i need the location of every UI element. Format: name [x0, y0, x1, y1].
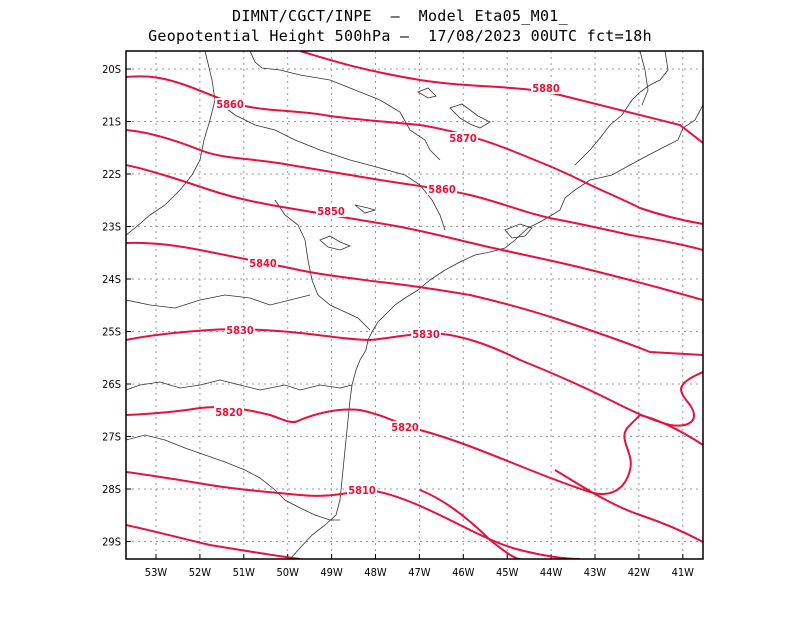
lat-label: 21S: [102, 116, 121, 129]
lon-label: 41W: [672, 566, 695, 579]
contour-label-bg: [448, 132, 478, 144]
lon-label: 53W: [145, 566, 168, 579]
coastline-borders: [126, 51, 703, 559]
contour-label: 5820: [391, 421, 419, 434]
state-border: [126, 294, 311, 309]
contour-5840: [126, 241, 703, 356]
reservoir: [319, 235, 352, 251]
contour-label: 5830: [226, 324, 254, 337]
lon-label: 43W: [584, 566, 607, 579]
lat-label: 23S: [102, 221, 121, 234]
lon-label: 50W: [277, 566, 300, 579]
contour-label-bg: [248, 257, 278, 269]
state-border: [126, 434, 340, 521]
state-border: [249, 51, 441, 161]
lat-label: 26S: [102, 378, 121, 391]
state-border: [214, 99, 446, 231]
contour-label: 5820: [215, 406, 243, 419]
lon-label: 48W: [364, 566, 387, 579]
contour-5810b: [554, 469, 703, 543]
state-border: [126, 379, 353, 391]
contour-labels: 5880 5870 5860 5860 5850 5840 5830 5830 5820 5820…: [214, 82, 561, 497]
lon-label: 47W: [408, 566, 431, 579]
island: [504, 223, 533, 239]
coastline: [289, 104, 703, 559]
contour-label: 5880: [532, 82, 560, 95]
contour-5830: [126, 328, 703, 427]
lat-label: 29S: [102, 536, 121, 549]
contour-label: 5870: [449, 132, 477, 145]
height-contours: [126, 51, 703, 559]
reservoir: [417, 87, 437, 99]
contour-label-bg: [225, 324, 255, 336]
lon-label: 42W: [628, 566, 651, 579]
lat-axis-labels: 20S 21S 22S 23S 24S 25S 26S 27S 28S 29S: [102, 63, 121, 549]
lon-label: 44W: [540, 566, 563, 579]
lat-label: 22S: [102, 168, 121, 181]
lat-label: 20S: [102, 63, 121, 76]
chart-title-line1: DIMNT/CGCT/INPE – Model Eta05_M01_: [232, 7, 568, 25]
contour-label: 5860: [428, 183, 456, 196]
contour-label: 5830: [412, 328, 440, 341]
contour-label-bg: [390, 421, 420, 433]
contour-label-bg: [316, 205, 346, 217]
contour-label-bg: [347, 484, 377, 496]
contour-5860: [126, 129, 703, 251]
contour-5800: [126, 524, 301, 559]
state-border: [639, 51, 649, 106]
contour-label-bg: [214, 406, 244, 418]
lat-label: 27S: [102, 431, 121, 444]
contour-label: 5860: [216, 98, 244, 111]
contour-lower: [419, 489, 521, 559]
lon-label: 51W: [233, 566, 256, 579]
lon-label: 45W: [496, 566, 519, 579]
lon-label: 46W: [452, 566, 475, 579]
reservoir: [449, 103, 491, 129]
chart-title-line2: Geopotential Height 500hPa – 17/08/2023 …: [148, 27, 652, 45]
lat-label: 25S: [102, 326, 121, 339]
lat-label: 24S: [102, 273, 121, 286]
contour-label: 5810: [348, 484, 376, 497]
contour-5880: [299, 51, 703, 144]
contour-label-bg: [411, 328, 441, 340]
lon-label: 52W: [189, 566, 212, 579]
contour-5850: [126, 164, 703, 301]
reservoir: [354, 204, 377, 214]
contour-label-bg: [531, 82, 561, 94]
contour-label: 5840: [249, 257, 277, 270]
contour-label-bg: [427, 183, 457, 195]
state-border: [126, 51, 216, 236]
lat-label: 28S: [102, 483, 121, 496]
state-border: [274, 199, 371, 331]
lon-axis-labels: 53W 52W 51W 50W 49W 48W 47W 46W 45W 44W 43W 42W 41W: [145, 566, 694, 579]
lat-lon-grid: [126, 51, 703, 559]
contour-5870: [126, 75, 703, 225]
contour-label-bg: [215, 98, 245, 110]
contour-label: 5850: [317, 205, 345, 218]
map-frame: [125, 50, 704, 560]
contour-5820: [126, 406, 703, 495]
state-border: [574, 51, 669, 166]
lon-label: 49W: [320, 566, 343, 579]
